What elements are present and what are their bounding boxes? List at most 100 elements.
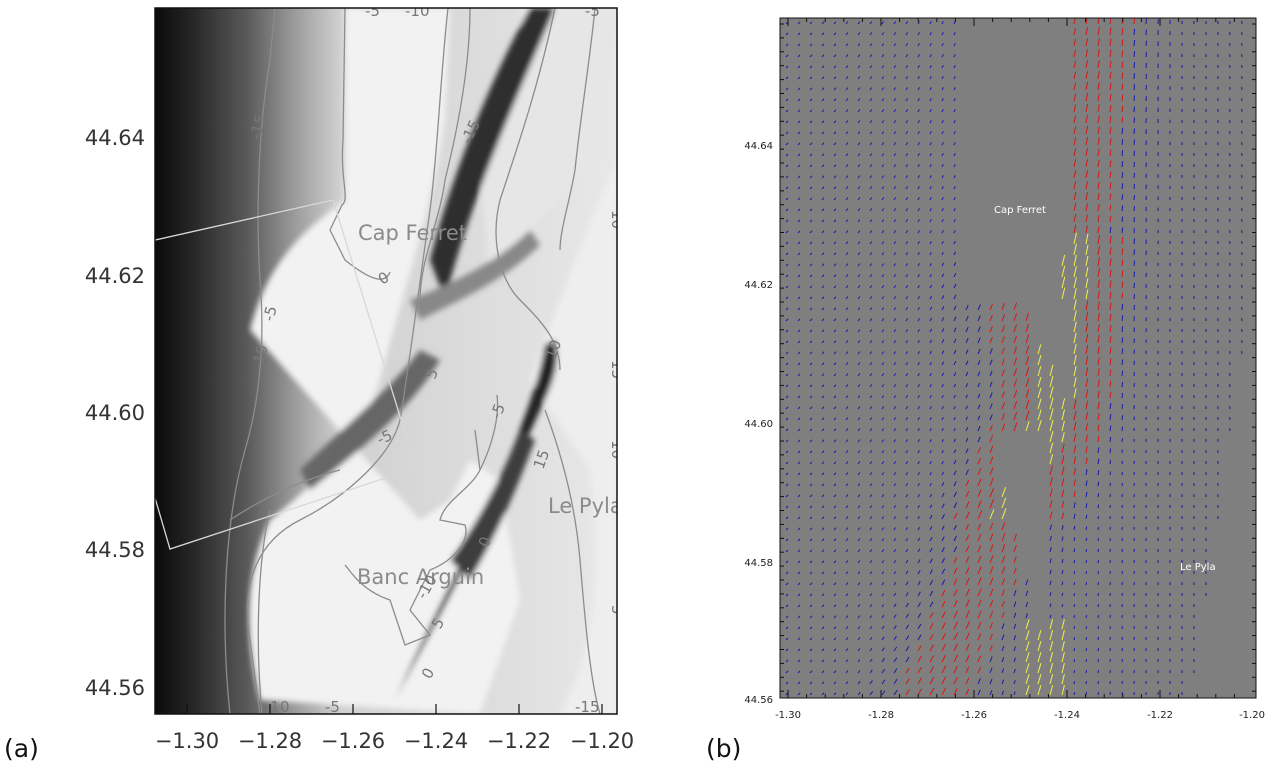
current-arrow bbox=[1085, 49, 1088, 58]
current-arrow bbox=[917, 634, 922, 641]
current-arrow bbox=[905, 516, 909, 520]
current-arrow bbox=[869, 76, 873, 80]
current-arrow bbox=[1073, 202, 1077, 212]
current-arrow bbox=[833, 263, 837, 267]
current-arrow bbox=[941, 633, 946, 641]
current-arrow bbox=[1121, 105, 1124, 113]
current-arrow bbox=[1133, 238, 1135, 245]
current-arrow bbox=[809, 340, 813, 344]
current-arrow bbox=[941, 142, 944, 146]
current-arrow bbox=[941, 513, 945, 520]
current-arrow bbox=[893, 439, 897, 443]
current-arrow bbox=[1109, 459, 1112, 465]
current-arrow bbox=[893, 417, 897, 421]
current-arrow bbox=[821, 615, 825, 619]
current-arrow bbox=[1085, 367, 1089, 377]
current-arrow bbox=[881, 109, 885, 113]
current-arrow bbox=[833, 329, 837, 333]
current-arrow bbox=[869, 593, 873, 597]
current-arrow bbox=[785, 505, 789, 509]
current-arrow bbox=[1133, 18, 1136, 25]
current-arrow bbox=[977, 510, 983, 520]
current-arrow bbox=[893, 582, 897, 586]
current-arrow bbox=[821, 461, 825, 465]
current-arrow bbox=[1109, 138, 1112, 146]
current-arrow bbox=[1061, 640, 1065, 652]
current-arrow bbox=[1097, 493, 1100, 498]
current-arrow bbox=[1073, 213, 1077, 223]
current-arrow bbox=[857, 21, 861, 25]
current-arrow bbox=[893, 131, 897, 135]
current-arrow bbox=[1085, 136, 1089, 146]
current-arrow bbox=[1061, 592, 1064, 597]
svg-text:-15: -15 bbox=[246, 113, 270, 141]
current-arrow bbox=[881, 307, 885, 311]
current-arrow bbox=[857, 615, 861, 619]
y-tick-label: 44.58 bbox=[85, 538, 145, 562]
current-arrow bbox=[869, 680, 873, 685]
current-arrow bbox=[989, 403, 993, 410]
svg-text:-5: -5 bbox=[365, 2, 380, 20]
current-arrow bbox=[881, 175, 885, 179]
current-arrow bbox=[1049, 580, 1052, 586]
current-arrow bbox=[917, 120, 920, 124]
current-arrow bbox=[989, 645, 993, 652]
current-arrow bbox=[929, 547, 933, 553]
current-arrow bbox=[1109, 247, 1112, 256]
current-arrow bbox=[869, 549, 873, 553]
current-arrow bbox=[1013, 401, 1018, 410]
current-arrow bbox=[1133, 51, 1136, 58]
current-arrow bbox=[905, 527, 909, 531]
current-arrow bbox=[1049, 558, 1052, 564]
current-arrow bbox=[1097, 148, 1100, 157]
current-arrow bbox=[905, 131, 909, 135]
current-arrow bbox=[809, 32, 813, 36]
current-arrow bbox=[857, 582, 861, 586]
current-arrow bbox=[809, 670, 813, 674]
current-arrow bbox=[953, 406, 956, 410]
current-arrow bbox=[845, 670, 849, 674]
current-arrow bbox=[797, 274, 801, 278]
current-arrow bbox=[893, 646, 898, 652]
current-arrow bbox=[1109, 82, 1112, 91]
current-arrow bbox=[953, 449, 957, 454]
current-arrow bbox=[857, 680, 861, 685]
current-arrow bbox=[797, 153, 801, 157]
current-arrow bbox=[929, 428, 932, 432]
current-arrow bbox=[1121, 161, 1124, 168]
current-arrow bbox=[785, 263, 789, 267]
current-arrow bbox=[821, 527, 825, 531]
current-arrow bbox=[785, 604, 789, 608]
svg-text:15: 15 bbox=[608, 360, 626, 379]
svg-text:-5: -5 bbox=[325, 698, 340, 716]
current-arrow bbox=[1085, 181, 1088, 190]
current-arrow bbox=[1097, 647, 1099, 652]
current-arrow bbox=[893, 625, 897, 630]
current-arrow bbox=[821, 285, 825, 289]
x-tick-label: −1.26 bbox=[321, 729, 385, 753]
current-arrow bbox=[845, 76, 849, 80]
current-arrow bbox=[809, 648, 813, 652]
panel-a-ticks bbox=[155, 137, 603, 714]
current-arrow bbox=[1061, 455, 1065, 465]
current-arrow bbox=[1073, 169, 1077, 179]
current-arrow bbox=[845, 98, 849, 102]
current-arrow bbox=[881, 351, 885, 355]
current-arrow bbox=[905, 21, 909, 25]
current-arrow bbox=[881, 340, 885, 344]
current-arrow bbox=[893, 43, 897, 47]
current-arrow bbox=[917, 666, 922, 674]
current-arrow bbox=[929, 230, 932, 234]
current-arrow bbox=[809, 351, 813, 355]
current-arrow bbox=[977, 622, 982, 630]
current-arrow bbox=[1085, 503, 1088, 509]
current-arrow bbox=[869, 604, 873, 608]
current-arrow bbox=[941, 482, 945, 487]
current-arrow bbox=[1001, 347, 1005, 355]
current-arrow bbox=[965, 588, 970, 597]
current-arrow bbox=[893, 538, 897, 542]
current-arrow bbox=[785, 296, 789, 300]
current-arrow bbox=[833, 307, 837, 311]
current-arrow bbox=[1013, 612, 1017, 619]
current-arrow bbox=[1133, 282, 1135, 289]
